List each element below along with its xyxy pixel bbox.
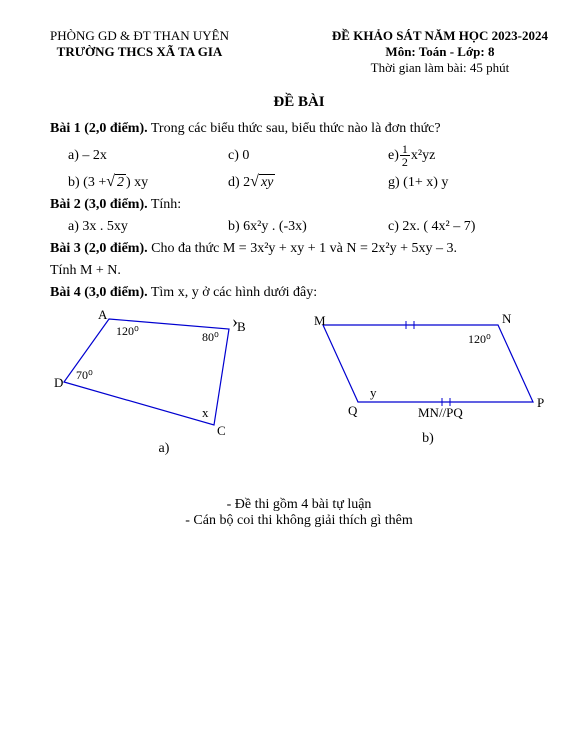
header: PHÒNG GD & ĐT THAN UYÊN TRƯỜNG THCS XÃ T… xyxy=(50,28,548,76)
bai2-text: Tính: xyxy=(148,197,182,212)
bai2-label: Bài 2 (3,0 điểm). xyxy=(50,197,148,212)
vertex-N: N xyxy=(502,311,512,326)
bai2-c: c) 2x. ( 4x² – 7) xyxy=(388,219,548,235)
figure-b-label: b) xyxy=(308,431,548,447)
bai1-text: Trong các biểu thức sau, biểu thức nào l… xyxy=(148,121,441,136)
footer-line2: - Cán bộ coi thi không giải thích gì thê… xyxy=(50,513,548,529)
bai3-text2: Tính M + N. xyxy=(50,263,548,279)
bai1-g: g) (1+ x) y xyxy=(388,174,548,191)
bai2-a: a) 3x . 5xy xyxy=(68,219,228,235)
exam-time: Thời gian làm bài: 45 phút xyxy=(332,60,548,76)
parallel-note: MN//PQ xyxy=(418,405,463,420)
figures-row: A B › C D 120⁰ 80⁰ 70⁰ x a) M N P Q 120⁰… xyxy=(50,307,548,457)
sqrt-2: √2 xyxy=(106,174,126,191)
header-left: PHÒNG GD & ĐT THAN UYÊN TRƯỜNG THCS XÃ T… xyxy=(50,28,229,76)
quadrilateral-abcd: A B › C D 120⁰ 80⁰ 70⁰ x xyxy=(54,307,274,437)
angle-70: 70⁰ xyxy=(76,368,93,382)
angle-120: 120⁰ xyxy=(116,324,139,338)
bai4: Bài 4 (3,0 điểm). Tìm x, y ở các hình dư… xyxy=(50,285,548,301)
page-title: ĐỀ BÀI xyxy=(50,94,548,111)
bai1-a: a) – 2x xyxy=(68,143,228,168)
vertex-B: B xyxy=(237,319,246,334)
bai1-row2: b) (3 + √2 ) xy d) 2 √xy g) (1+ x) y xyxy=(68,174,548,191)
org-line2: TRƯỜNG THCS XÃ TA GIA xyxy=(50,44,229,60)
bai1-c: c) 0 xyxy=(228,143,388,168)
angle-80: 80⁰ xyxy=(202,330,219,344)
bai1-d: d) 2 √xy xyxy=(228,174,388,191)
bai3-label: Bài 3 (2,0 điểm). xyxy=(50,241,148,256)
angle-x: x xyxy=(202,405,209,420)
bai1-label: Bài 1 (2,0 điểm). xyxy=(50,121,148,136)
vertex-C: C xyxy=(217,423,226,437)
header-right: ĐỀ KHẢO SÁT NĂM HỌC 2023-2024 Môn: Toán … xyxy=(332,28,548,76)
bai2-row: a) 3x . 5xy b) 6x²y . (-3x) c) 2x. ( 4x²… xyxy=(68,219,548,235)
bai1-d-pre: d) 2 xyxy=(228,175,250,191)
bai1-b-pre: b) (3 + xyxy=(68,175,106,191)
vertex-P: P xyxy=(537,395,544,410)
sqrt-xy: √xy xyxy=(250,174,275,191)
parallelogram-mnpq: M N P Q 120⁰ y MN//PQ xyxy=(308,307,548,427)
bai1-e-pre: e) xyxy=(388,148,399,164)
sqrt-2-rad: 2 xyxy=(115,174,126,191)
bai3-text1: Cho đa thức M = 3x²y + xy + 1 và N = 2x²… xyxy=(148,241,457,256)
exam-subject: Môn: Toán - Lớp: 8 xyxy=(332,44,548,60)
bai1-b: b) (3 + √2 ) xy xyxy=(68,174,228,191)
arrow-B: › xyxy=(232,311,238,331)
vertex-D: D xyxy=(54,375,63,390)
bai1: Bài 1 (2,0 điểm). Trong các biểu thức sa… xyxy=(50,121,548,137)
sqrt-xy-rad: xy xyxy=(259,174,275,191)
footer-line1: - Đề thi gồm 4 bài tự luận xyxy=(50,497,548,513)
bai3: Bài 3 (2,0 điểm). Cho đa thức M = 3x²y +… xyxy=(50,241,548,257)
exam-title: ĐỀ KHẢO SÁT NĂM HỌC 2023-2024 xyxy=(332,28,548,44)
angle-120b: 120⁰ xyxy=(468,332,491,346)
vertex-A: A xyxy=(98,307,108,322)
figure-b: M N P Q 120⁰ y MN//PQ b) xyxy=(308,307,548,457)
bai1-row1: a) – 2x c) 0 e) 1 2 x²yz xyxy=(68,143,548,168)
bai4-label: Bài 4 (3,0 điểm). xyxy=(50,285,148,300)
bai1-e-post: x²yz xyxy=(411,148,435,164)
bai1-b-post: ) xy xyxy=(126,175,148,191)
bai2: Bài 2 (3,0 điểm). Tính: xyxy=(50,197,548,213)
frac-den: 2 xyxy=(400,156,410,168)
bai2-b: b) 6x²y . (-3x) xyxy=(228,219,388,235)
footer: - Đề thi gồm 4 bài tự luận - Cán bộ coi … xyxy=(50,497,548,529)
org-line1: PHÒNG GD & ĐT THAN UYÊN xyxy=(50,28,229,44)
bai1-e: e) 1 2 x²yz xyxy=(388,143,548,168)
figure-a-label: a) xyxy=(50,441,278,457)
vertex-Q: Q xyxy=(348,403,358,418)
figure-a: A B › C D 120⁰ 80⁰ 70⁰ x a) xyxy=(50,307,278,457)
fraction-half: 1 2 xyxy=(400,143,410,168)
bai4-text: Tìm x, y ở các hình dưới đây: xyxy=(148,285,318,300)
angle-y: y xyxy=(370,385,377,400)
vertex-M: M xyxy=(314,313,326,328)
para-shape xyxy=(323,325,533,402)
